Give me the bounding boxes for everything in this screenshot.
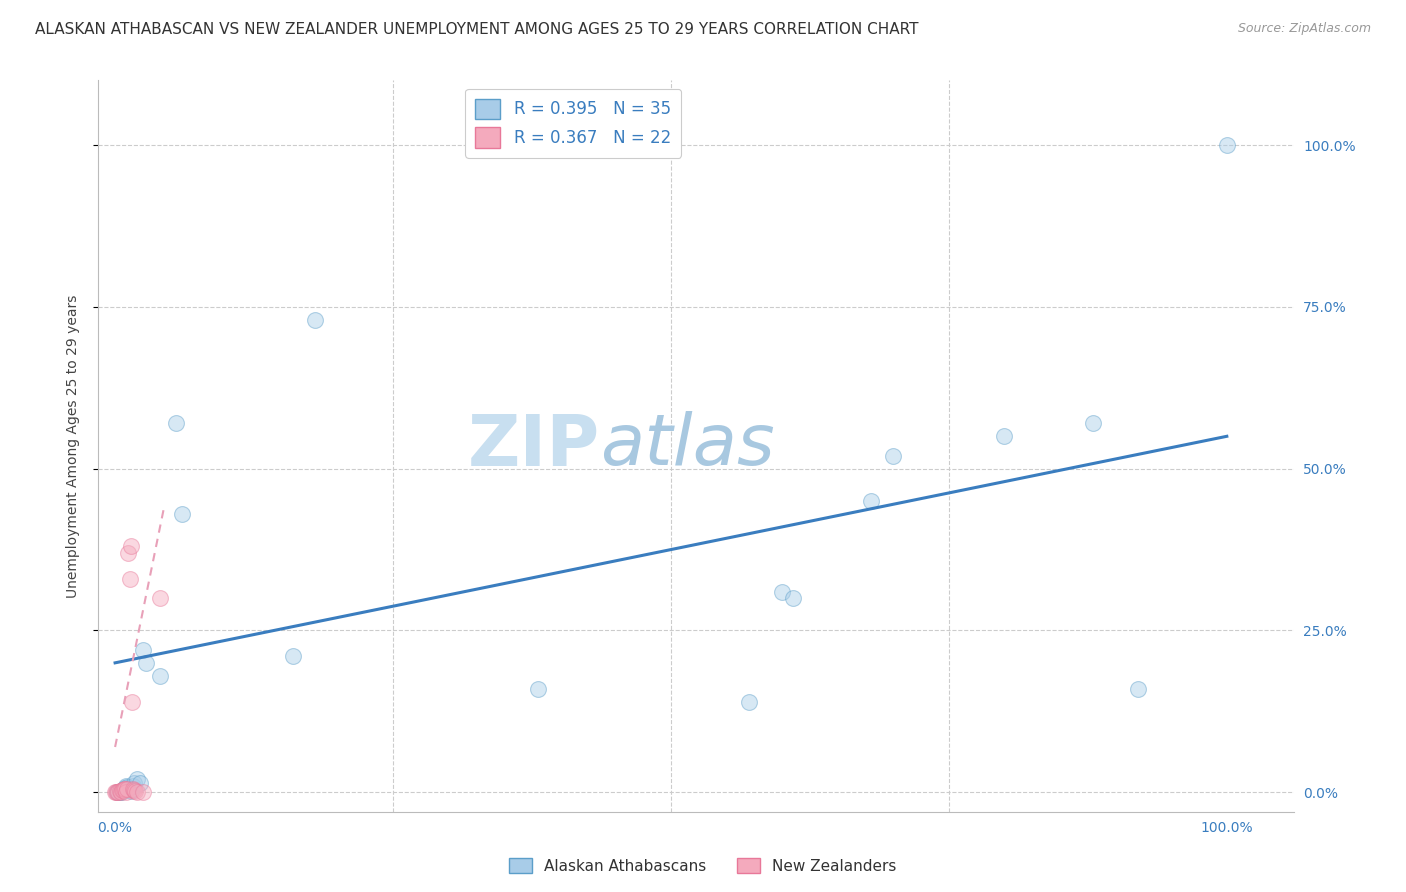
Point (122, 782, 145, 797)
Point (165, 417, 187, 431)
Point (118, 572, 141, 586)
Point (1083, 417, 1105, 431)
Text: ALASKAN ATHABASCAN VS NEW ZEALANDER UNEMPLOYMENT AMONG AGES 25 TO 29 YEARS CORRE: ALASKAN ATHABASCAN VS NEW ZEALANDER UNEM… (35, 22, 918, 37)
Point (1216, 138, 1239, 153)
Point (121, 695, 143, 709)
Point (148, 669, 170, 683)
Point (148, 591, 170, 606)
Point (108, 785, 131, 799)
Point (526, 681, 548, 696)
Point (114, 780, 136, 795)
Point (132, 785, 155, 799)
Point (117, 782, 139, 797)
Point (115, 785, 138, 799)
Text: atlas: atlas (600, 411, 775, 481)
Point (115, 779, 138, 793)
Point (117, 782, 139, 797)
Point (114, 782, 136, 797)
Point (304, 312, 326, 326)
Point (117, 780, 139, 794)
Point (110, 785, 132, 799)
Point (1126, 681, 1149, 696)
Point (111, 783, 134, 797)
Point (111, 782, 134, 797)
Point (118, 783, 141, 797)
Point (108, 784, 131, 798)
Point (132, 643, 155, 657)
Point (112, 782, 135, 797)
Point (110, 785, 132, 799)
Legend: Alaskan Athabascans, New Zealanders: Alaskan Athabascans, New Zealanders (503, 852, 903, 880)
Point (281, 649, 304, 664)
Point (120, 784, 142, 798)
Point (105, 785, 128, 799)
Point (993, 429, 1015, 443)
Point (170, 507, 193, 521)
Point (105, 785, 128, 799)
Point (107, 785, 129, 799)
Legend: R = 0.395   N = 35, R = 0.367   N = 22: R = 0.395 N = 35, R = 0.367 N = 22 (465, 88, 681, 158)
Point (104, 785, 127, 799)
Point (127, 772, 149, 787)
Point (782, 591, 804, 606)
Point (120, 539, 142, 553)
Point (135, 656, 157, 670)
Point (105, 785, 128, 799)
Point (738, 695, 761, 709)
Point (111, 784, 134, 798)
Point (117, 546, 139, 560)
Point (122, 783, 145, 797)
Y-axis label: Unemployment Among Ages 25 to 29 years: Unemployment Among Ages 25 to 29 years (66, 294, 80, 598)
Point (128, 775, 150, 789)
Point (882, 449, 904, 463)
Point (122, 775, 145, 789)
Point (122, 779, 145, 793)
Point (107, 785, 129, 799)
Text: Source: ZipAtlas.com: Source: ZipAtlas.com (1237, 22, 1371, 36)
Point (127, 785, 149, 799)
Point (124, 784, 146, 798)
Point (860, 494, 883, 508)
Point (770, 584, 793, 599)
Point (112, 782, 135, 797)
Point (111, 783, 134, 797)
Text: ZIP: ZIP (468, 411, 600, 481)
Point (121, 782, 143, 797)
